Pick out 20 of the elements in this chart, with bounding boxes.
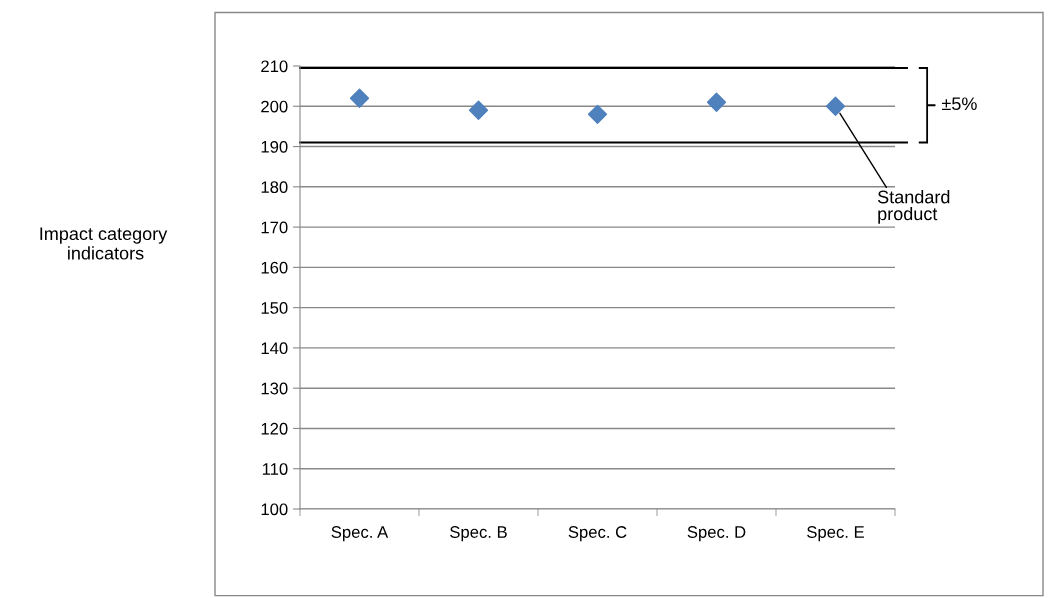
y-tick-label: 200 bbox=[261, 100, 288, 113]
x-tick-label: Spec. C bbox=[568, 526, 627, 542]
y-tick-label: 190 bbox=[261, 140, 288, 153]
text: ±5% bbox=[941, 97, 977, 111]
text: Impact category indicators bbox=[40, 227, 168, 260]
y-tick-label: 100 bbox=[261, 503, 288, 516]
y-tick-label: 110 bbox=[262, 463, 288, 475]
y-tick-label: 170 bbox=[261, 221, 288, 234]
x-tick-label: Spec. E bbox=[807, 526, 864, 542]
y-tick-label: 160 bbox=[261, 261, 288, 274]
y-tick-label: 180 bbox=[261, 181, 288, 194]
annotation: Standard product bbox=[877, 190, 950, 224]
y-tick-label: 210 bbox=[261, 60, 288, 73]
y-tick-label: 120 bbox=[261, 422, 288, 435]
y-tick-label: 150 bbox=[261, 302, 288, 314]
x-tick-label: Spec. B bbox=[450, 526, 507, 542]
x-tick-label: Spec. D bbox=[687, 526, 746, 542]
y-tick-label: 130 bbox=[261, 382, 288, 395]
y-tick-label: 140 bbox=[261, 342, 288, 355]
x-tick-label: Spec. A bbox=[331, 526, 389, 542]
